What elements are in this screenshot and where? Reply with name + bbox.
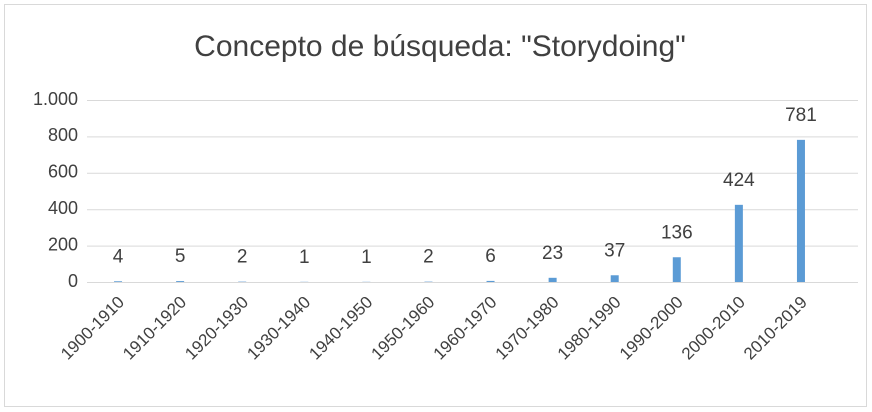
bar <box>486 280 495 282</box>
data-label: 2 <box>423 247 434 268</box>
y-tick-label: 200 <box>48 234 78 254</box>
y-tick-label: 400 <box>48 198 78 218</box>
bar <box>176 281 185 282</box>
data-label: 37 <box>604 240 625 261</box>
bar <box>796 139 805 282</box>
chart-border <box>4 4 867 407</box>
data-label: 23 <box>542 243 563 264</box>
data-label: 781 <box>785 105 817 126</box>
data-label: 424 <box>723 170 755 191</box>
chart-title: Concepto de búsqueda: "Storydoing" <box>194 30 686 63</box>
y-tick-label: 1.000 <box>33 89 78 109</box>
data-label: 4 <box>113 246 124 267</box>
bar <box>114 281 123 282</box>
data-label: 5 <box>175 246 186 267</box>
data-label: 1 <box>299 247 310 268</box>
data-label: 6 <box>485 246 496 267</box>
data-label: 2 <box>237 247 248 268</box>
y-tick-label: 600 <box>48 162 78 182</box>
bar <box>610 275 619 282</box>
data-label: 136 <box>661 222 693 243</box>
bar <box>734 204 743 282</box>
data-label: 1 <box>361 247 372 268</box>
y-tick-label: 800 <box>48 125 78 145</box>
bar <box>672 257 681 282</box>
y-tick-label: 0 <box>68 271 78 291</box>
bar <box>548 277 557 282</box>
